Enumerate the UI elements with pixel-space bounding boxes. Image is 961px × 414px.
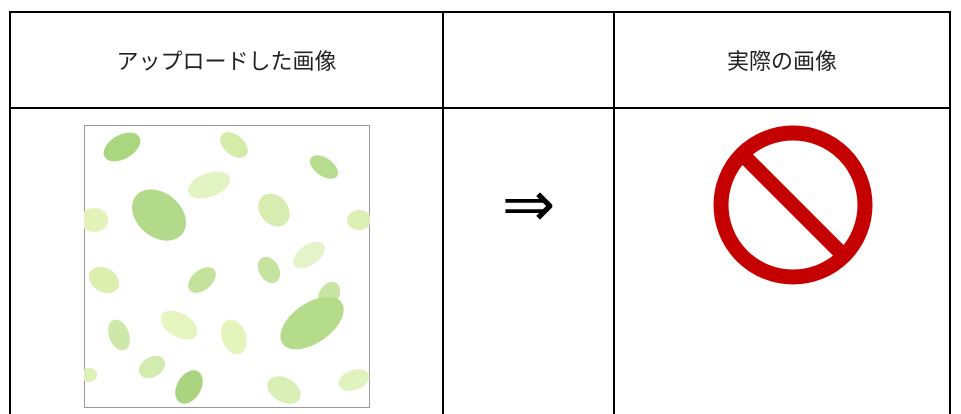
leaf-image xyxy=(84,125,370,408)
border-col2 xyxy=(442,11,444,414)
border-header xyxy=(9,107,951,109)
border-left xyxy=(9,11,11,414)
prohibited-icon xyxy=(713,125,873,285)
arrow: ⇒ xyxy=(501,168,556,242)
header-uploaded: アップロードした画像 xyxy=(116,50,337,75)
border-right xyxy=(949,11,951,414)
leaves xyxy=(84,132,370,404)
border-col3 xyxy=(613,11,615,414)
header-actual: 実際の画像 xyxy=(726,50,837,75)
border-top xyxy=(9,11,951,13)
